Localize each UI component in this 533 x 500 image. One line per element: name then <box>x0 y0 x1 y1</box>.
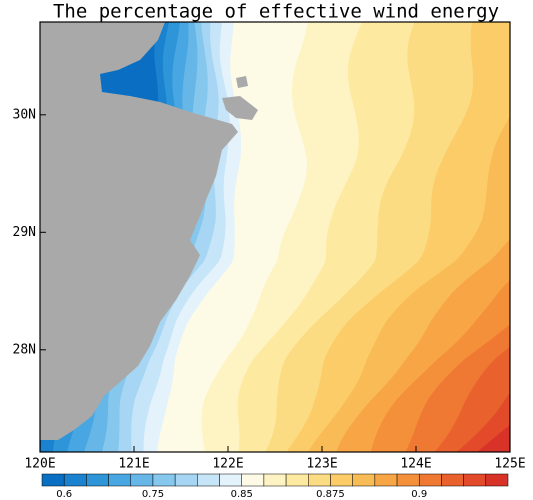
colorbar-box <box>130 473 154 487</box>
colorbar-box <box>63 473 87 487</box>
colorbar-box <box>285 473 309 487</box>
land <box>40 22 238 440</box>
chart-title: The percentage of effective wind energy <box>53 1 499 23</box>
colorbar-box <box>463 473 487 487</box>
colorbar-box <box>41 473 65 487</box>
colorbar-box <box>352 473 376 487</box>
colorbar-label: 0.6 <box>56 489 72 500</box>
colorbar-box <box>263 473 287 487</box>
colorbar-box <box>485 473 509 487</box>
plot-frame <box>39 21 511 453</box>
x-tick-label: 125E <box>494 457 525 472</box>
colorbar-box <box>308 473 331 487</box>
colorbar-label: 0.9 <box>411 489 427 500</box>
colorbar-box <box>219 473 242 487</box>
x-tick-label: 121E <box>118 457 149 472</box>
colorbar-box <box>152 473 176 487</box>
colorbar-box <box>241 473 265 487</box>
colorbar-label: 0.85 <box>231 489 253 500</box>
colorbar-box <box>418 473 442 487</box>
colorbar-label: 0.875 <box>316 489 345 500</box>
y-tick-label: 28N <box>13 342 36 357</box>
colorbar-box <box>174 473 198 487</box>
island <box>236 76 248 88</box>
x-tick-label: 124E <box>400 457 431 472</box>
colorbar-box <box>197 473 220 487</box>
y-tick-label: 29N <box>13 225 36 240</box>
island <box>222 96 258 120</box>
contour-band <box>477 424 510 452</box>
x-tick-label: 122E <box>212 457 243 472</box>
colorbar-box <box>396 473 420 487</box>
colorbar-box <box>441 473 464 487</box>
contour-field <box>40 22 510 452</box>
colorbar-box <box>86 473 109 487</box>
x-tick-label: 123E <box>306 457 337 472</box>
x-tick-label: 120E <box>24 457 55 472</box>
colorbar-box <box>330 473 353 487</box>
y-tick-label: 30N <box>13 107 36 122</box>
colorbar-box <box>374 473 398 487</box>
colorbar-box <box>108 473 132 487</box>
colorbar-label: 0.75 <box>142 489 164 500</box>
